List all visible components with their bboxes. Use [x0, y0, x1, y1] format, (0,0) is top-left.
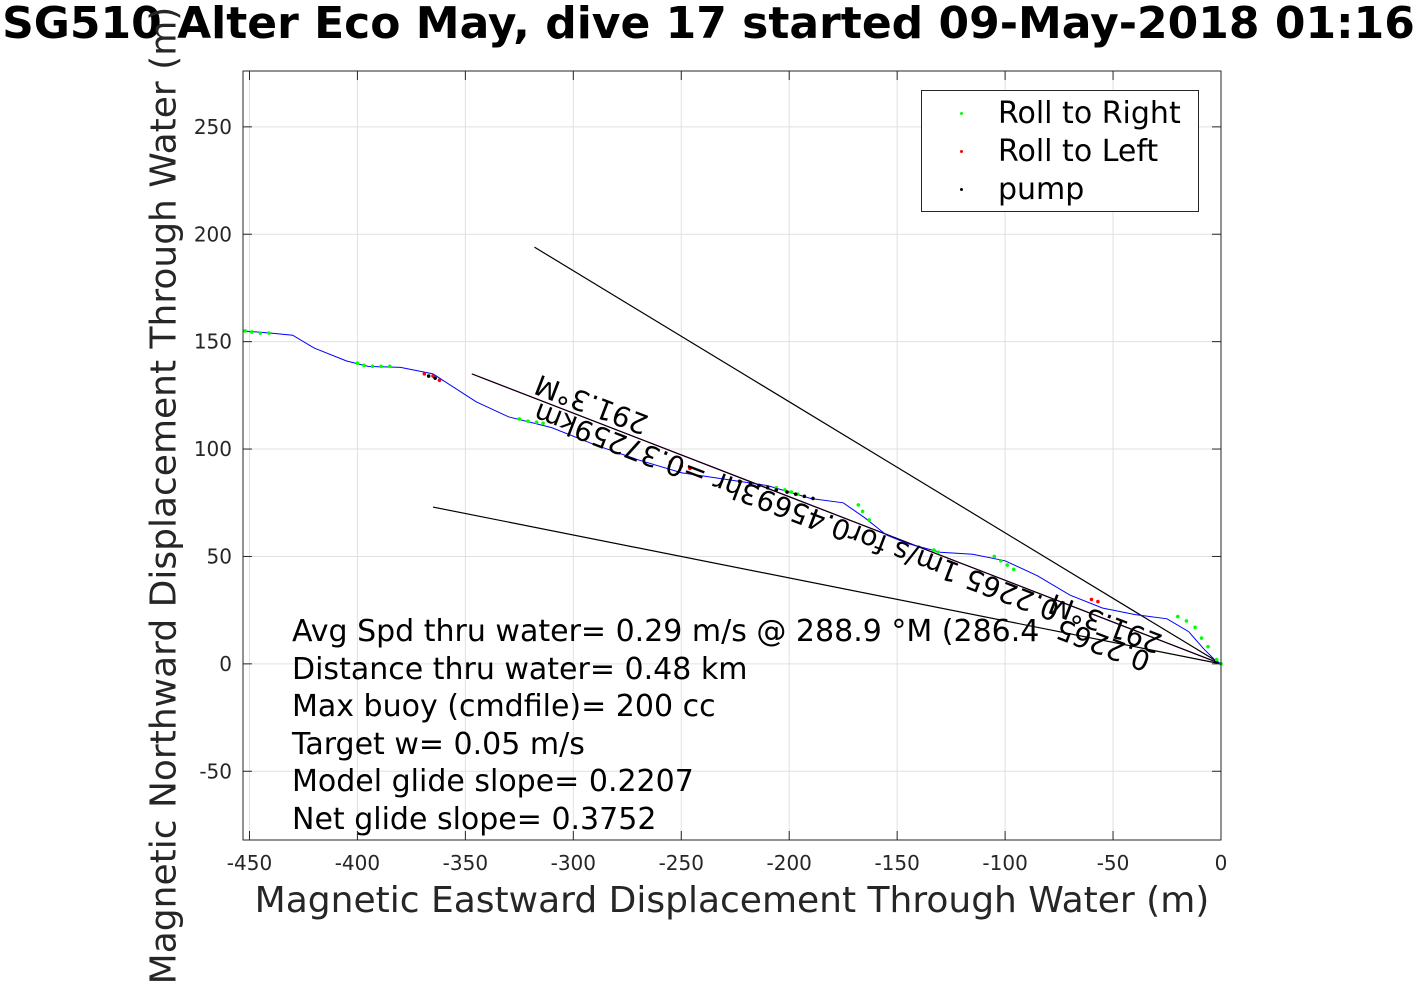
x-tick-label: -200: [767, 851, 812, 875]
stat-line: Model glide slope= 0.2207: [292, 764, 694, 799]
legend-item: pump: [922, 171, 1198, 209]
x-tick-label: -300: [551, 851, 596, 875]
legend-item: Roll to Right: [922, 95, 1198, 133]
legend-label: Roll to Left: [998, 134, 1159, 169]
data-point: [811, 496, 815, 501]
data-point: [737, 479, 742, 484]
stats-annotation: Avg Spd thru water= 0.29 m/s @ 288.9 °M …: [292, 613, 1039, 838]
legend-marker: [960, 188, 963, 191]
x-axis-label: Magnetic Eastward Displacement Through W…: [254, 880, 1210, 921]
data-point: [379, 364, 383, 369]
data-point: [774, 488, 779, 492]
stat-line: Avg Spd thru water= 0.29 m/s @ 288.9 °M …: [292, 614, 1040, 649]
y-tick-label: 200: [194, 222, 232, 246]
data-point: [860, 509, 865, 514]
legend-label: Roll to Right: [998, 96, 1181, 131]
data-point: [789, 490, 794, 494]
data-point: [243, 329, 247, 333]
data-point: [267, 331, 271, 335]
data-point: [1005, 563, 1010, 567]
legend-marker: [960, 150, 963, 153]
data-point: [388, 364, 392, 369]
x-tick-label: -100: [982, 851, 1027, 875]
points: [243, 329, 1223, 666]
data-point: [1206, 644, 1210, 649]
data-point: [426, 374, 431, 378]
axes: -450 -400 -350 -300 -250 -200 -150 -100 -50 0 -50 0…: [194, 70, 1228, 875]
data-point: [370, 364, 375, 369]
data-point: [793, 492, 798, 496]
data-point: [422, 372, 427, 376]
reference-line: [534, 246, 1222, 665]
data-point: [765, 485, 770, 490]
data-point: [785, 490, 789, 494]
data-point: [1011, 567, 1016, 572]
reference-line: [432, 506, 1222, 665]
data-point: [1184, 619, 1189, 623]
data-point: [802, 494, 807, 499]
stat-line: Distance thru water= 0.48 km: [292, 651, 748, 687]
data-point: [433, 376, 437, 380]
y-tick-label: -50: [199, 759, 232, 783]
data-point: [998, 558, 1003, 563]
legend-marker: [960, 112, 963, 115]
data-point: [1089, 597, 1094, 602]
data-point: [517, 417, 522, 421]
legend-item: Roll to Left: [922, 133, 1198, 171]
data-point: [1193, 625, 1197, 630]
data-point: [1214, 657, 1219, 662]
y-tick-label: 150: [194, 330, 232, 354]
y-tick-label: 250: [194, 115, 232, 139]
x-tick-label: -150: [874, 851, 919, 875]
y-tick-label: 100: [194, 437, 232, 461]
axes-box: [242, 70, 1222, 841]
stat-line: Max buoy (cmdfile)= 200 cc: [292, 689, 716, 724]
track: [242, 330, 1222, 665]
y-axis-label: Magnetic Northward Displacement Through …: [143, 6, 185, 984]
data-point: [757, 483, 761, 488]
data-point: [932, 548, 936, 552]
data-point: [992, 554, 997, 559]
data-point: [541, 421, 545, 426]
data-point: [679, 464, 684, 469]
track-line: [242, 330, 1222, 665]
data-point: [258, 331, 263, 335]
chart-title: SG510 Alter Eco May, dive 17 started 09-…: [2, 0, 1415, 49]
data-point: [1176, 614, 1180, 619]
data-point: [437, 378, 442, 383]
data-point: [856, 503, 861, 507]
data-point: [1096, 599, 1100, 604]
x-tick-label: -250: [659, 851, 704, 875]
data-point: [534, 420, 539, 425]
data-point: [355, 361, 360, 365]
x-tick-label: -350: [443, 851, 488, 875]
data-point: [867, 518, 871, 522]
x-tick-label: -450: [227, 851, 272, 875]
x-tick-label: -50: [1097, 851, 1130, 875]
data-point: [688, 466, 692, 471]
data-point: [936, 550, 940, 554]
reference-lines: [432, 246, 1222, 665]
data-point: [1199, 636, 1204, 640]
data-point: [526, 419, 530, 423]
data-point: [748, 481, 753, 486]
legend-label: pump: [998, 172, 1085, 207]
data-point: [249, 330, 254, 334]
legend: Roll to Right Roll to Left pump: [921, 90, 1199, 212]
data-point: [668, 460, 673, 464]
y-tick-label: 50: [207, 544, 232, 568]
stat-line: Target w= 0.05 m/s: [292, 726, 585, 762]
y-tick-label: 0: [219, 652, 232, 676]
data-point: [362, 363, 366, 368]
x-tick-label: -400: [335, 851, 380, 875]
reference-line: [471, 373, 1222, 665]
x-tick-label: 0: [1215, 851, 1228, 875]
stat-line: Net glide slope= 0.3752: [292, 801, 657, 837]
